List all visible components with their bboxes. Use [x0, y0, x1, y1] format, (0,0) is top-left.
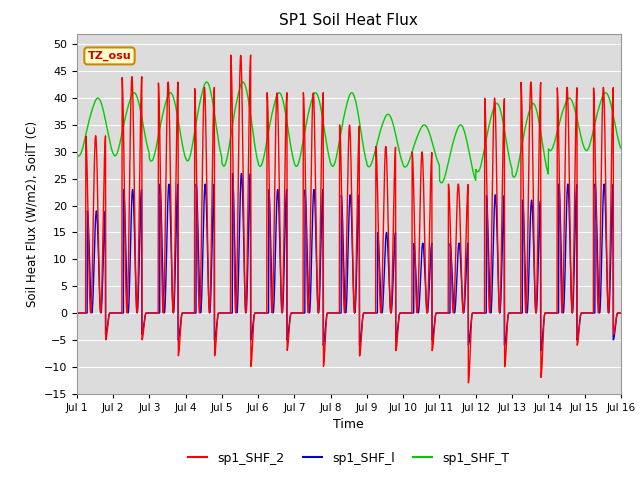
sp1_SHF_2	[465, 380, 472, 386]
sp1_SHF_2	[570, 286, 577, 291]
sp1_SHF_l	[537, 348, 545, 353]
sp1_SHF_T	[225, 147, 232, 153]
Text: TZ_osu: TZ_osu	[88, 51, 131, 61]
sp1_SHF_2	[365, 310, 372, 316]
sp1_SHF_T	[617, 145, 625, 151]
Title: SP1 Soil Heat Flux: SP1 Soil Heat Flux	[280, 13, 418, 28]
Y-axis label: Soil Heat Flux (W/m2), SoilT (C): Soil Heat Flux (W/m2), SoilT (C)	[25, 120, 38, 307]
sp1_SHF_2	[73, 310, 81, 316]
sp1_SHF_T	[365, 164, 372, 169]
sp1_SHF_l	[584, 310, 592, 316]
sp1_SHF_T	[239, 79, 246, 85]
Legend: sp1_SHF_2, sp1_SHF_l, sp1_SHF_T: sp1_SHF_2, sp1_SHF_l, sp1_SHF_T	[184, 447, 514, 469]
sp1_SHF_l	[246, 170, 254, 176]
Line: sp1_SHF_2: sp1_SHF_2	[77, 55, 621, 383]
sp1_SHF_T	[570, 101, 577, 107]
sp1_SHF_2	[508, 310, 515, 316]
Line: sp1_SHF_T: sp1_SHF_T	[77, 82, 621, 183]
sp1_SHF_l	[570, 300, 577, 306]
sp1_SHF_2	[227, 52, 235, 58]
sp1_SHF_l	[376, 289, 384, 295]
sp1_SHF_T	[584, 146, 592, 152]
sp1_SHF_T	[508, 164, 515, 169]
Line: sp1_SHF_l: sp1_SHF_l	[77, 173, 621, 350]
sp1_SHF_2	[617, 310, 625, 316]
sp1_SHF_T	[73, 151, 81, 156]
sp1_SHF_2	[225, 310, 232, 316]
sp1_SHF_T	[438, 180, 445, 186]
sp1_SHF_l	[507, 310, 515, 316]
sp1_SHF_2	[376, 308, 384, 313]
sp1_SHF_2	[584, 310, 592, 316]
sp1_SHF_l	[365, 310, 372, 316]
sp1_SHF_T	[376, 128, 384, 133]
sp1_SHF_l	[617, 310, 625, 316]
sp1_SHF_l	[73, 310, 81, 316]
X-axis label: Time: Time	[333, 418, 364, 431]
sp1_SHF_l	[225, 310, 232, 316]
